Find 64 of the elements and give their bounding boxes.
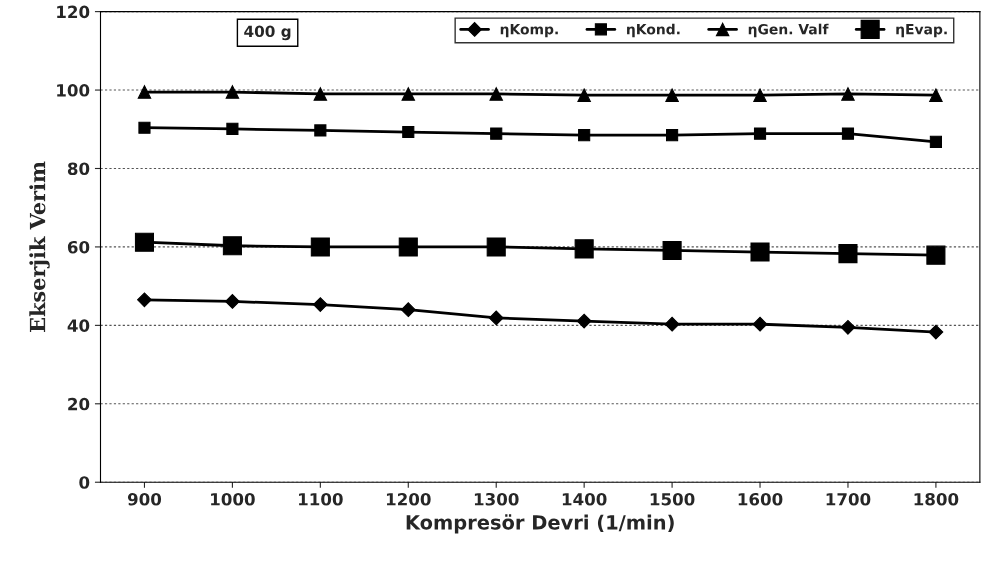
point xyxy=(488,310,504,326)
point xyxy=(401,87,416,101)
point xyxy=(662,240,682,260)
y-tick-label: 60 xyxy=(67,240,90,254)
x-tick-label: 1000 xyxy=(211,492,255,506)
y-tick-label: 120 xyxy=(57,5,90,19)
y-tick-label: 80 xyxy=(67,162,90,176)
y-tick-label: 20 xyxy=(68,397,90,411)
point xyxy=(402,125,415,139)
legend-label: ηKomp. xyxy=(500,24,558,38)
point xyxy=(134,232,155,252)
point xyxy=(489,87,503,101)
point xyxy=(665,88,679,102)
point xyxy=(490,127,503,140)
point xyxy=(314,124,327,137)
x-tick-label: 900 xyxy=(127,492,162,506)
point xyxy=(666,129,679,142)
point xyxy=(225,85,240,99)
y-axis-title: Ekserjik Verim xyxy=(29,161,50,332)
point xyxy=(929,88,943,102)
point xyxy=(312,297,328,312)
point xyxy=(664,316,680,332)
point xyxy=(574,239,594,259)
legend-label: ηKond. xyxy=(627,23,680,38)
point xyxy=(753,88,767,102)
point xyxy=(310,237,330,257)
x-axis-title: Kompresör Devri (1/min) xyxy=(406,514,674,534)
point xyxy=(576,313,592,329)
x-tick-label: 1300 xyxy=(474,492,519,506)
x-tick-label: 1100 xyxy=(299,492,343,506)
legend-label: ηGen. Valf xyxy=(748,23,829,38)
annotation: 400 g xyxy=(244,25,291,41)
point xyxy=(926,245,946,265)
x-tick-label: 1400 xyxy=(562,492,607,506)
point xyxy=(577,88,591,102)
x-tick-label: 1500 xyxy=(650,492,695,506)
point xyxy=(752,316,768,332)
point xyxy=(137,292,152,308)
point xyxy=(486,237,506,257)
point xyxy=(226,122,239,135)
point xyxy=(137,85,152,99)
point xyxy=(313,87,328,101)
point xyxy=(840,319,856,335)
legend-label: ηEvap. xyxy=(896,24,947,38)
x-tick-label: 1800 xyxy=(914,492,959,506)
point xyxy=(929,135,942,148)
x-tick-label: 1600 xyxy=(738,492,783,506)
point xyxy=(928,324,944,340)
y-tick-label: 40 xyxy=(67,319,90,332)
y-tick-label: 0 xyxy=(79,476,90,489)
point xyxy=(841,127,855,140)
point xyxy=(578,129,591,142)
point xyxy=(400,302,416,318)
point xyxy=(225,294,240,309)
point xyxy=(398,237,418,257)
x-tick-label: 1200 xyxy=(386,492,431,506)
x-tick-label: 1700 xyxy=(826,492,871,506)
point xyxy=(753,127,767,140)
point xyxy=(750,242,770,262)
y-tick-label: 100 xyxy=(57,84,90,97)
point xyxy=(838,244,858,264)
point xyxy=(841,87,855,101)
point xyxy=(222,236,242,256)
point xyxy=(138,121,151,134)
